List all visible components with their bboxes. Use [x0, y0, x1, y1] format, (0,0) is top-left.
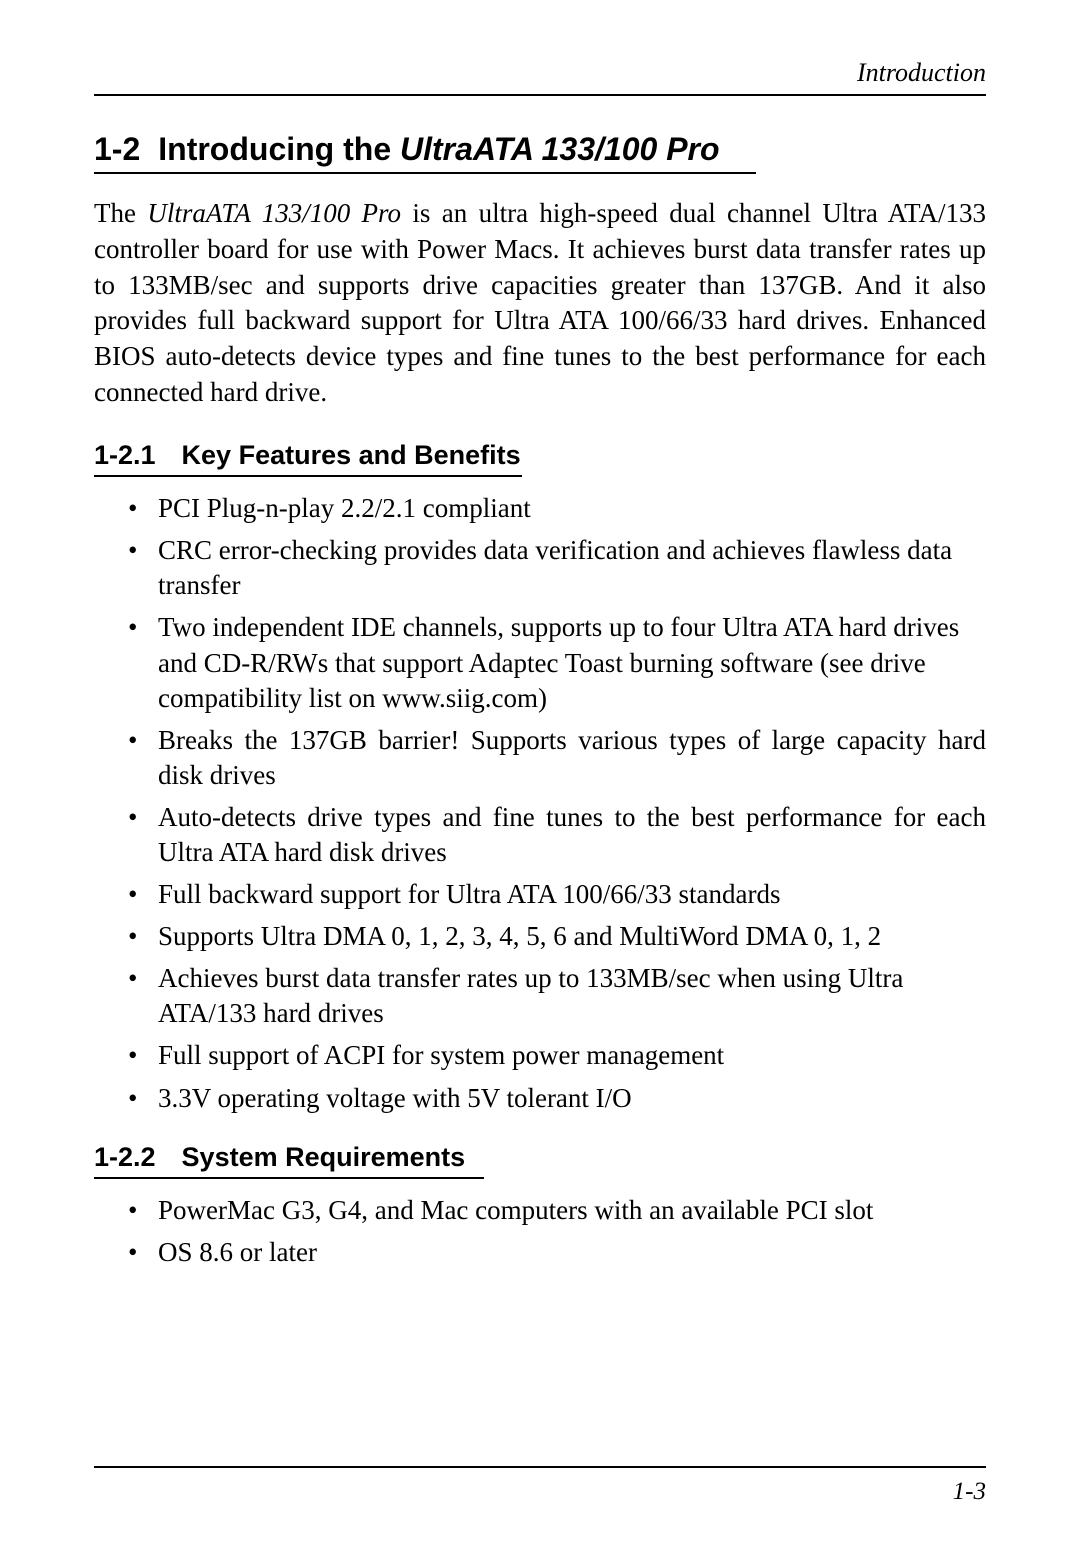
list-item: Achieves burst data transfer rates up to…: [128, 961, 986, 1031]
subheading-2-block: 1-2.2 System Requirements: [94, 1142, 986, 1179]
list-item: Full backward support for Ultra ATA 100/…: [128, 877, 986, 912]
subheading-1-title: Key Features and Benefits: [182, 440, 521, 470]
list-item: OS 8.6 or later: [128, 1235, 986, 1270]
intro-rest: is an ultra high-speed dual channel Ultr…: [94, 198, 986, 406]
list-item: Breaks the 137GB barrier! Supports vario…: [128, 723, 986, 793]
list-item: Supports Ultra DMA 0, 1, 2, 3, 4, 5, 6 a…: [128, 919, 986, 954]
intro-product: UltraATA 133/100 Pro: [147, 198, 412, 228]
requirements-list: PowerMac G3, G4, and Mac computers with …: [94, 1193, 986, 1270]
subheading-1-block: 1-2.1 Key Features and Benefits: [94, 440, 986, 477]
section-number: 1-2: [94, 131, 140, 167]
section-title-italic: UltraATA 133/100 Pro: [400, 131, 720, 167]
page-number: 1-3: [953, 1478, 986, 1506]
list-item: Two independent IDE channels, supports u…: [128, 610, 986, 715]
section-heading-block: 1-2 Introducing the UltraATA 133/100 Pro: [94, 130, 986, 174]
section-title-plain: Introducing the: [158, 131, 400, 167]
list-item: Auto-detects drive types and fine tunes …: [128, 800, 986, 870]
section-heading-rule: [94, 172, 756, 174]
subheading-1-rule: [94, 475, 522, 477]
running-head: Introduction: [94, 58, 986, 88]
list-item: 3.3V operating voltage with 5V tolerant …: [128, 1081, 986, 1116]
bottom-rule: [94, 1466, 986, 1468]
intro-lead: The: [94, 198, 147, 228]
list-item: PCI Plug-n-play 2.2/2.1 compliant: [128, 491, 986, 526]
document-page: Introduction 1-2 Introducing the UltraATA…: [0, 0, 1080, 1542]
subheading-1: 1-2.1 Key Features and Benefits: [94, 440, 986, 471]
list-item: CRC error-checking provides data verific…: [128, 533, 986, 603]
subheading-2-rule: [94, 1177, 484, 1179]
list-item: PowerMac G3, G4, and Mac computers with …: [128, 1193, 986, 1228]
subheading-2-title: System Requirements: [182, 1142, 466, 1172]
subheading-2: 1-2.2 System Requirements: [94, 1142, 986, 1173]
subheading-1-number: 1-2.1: [94, 440, 156, 470]
intro-paragraph: The UltraATA 133/100 Pro is an ultra hig…: [94, 196, 986, 410]
section-heading: 1-2 Introducing the UltraATA 133/100 Pro: [94, 130, 986, 168]
list-item: Full support of ACPI for system power ma…: [128, 1038, 986, 1073]
features-list: PCI Plug-n-play 2.2/2.1 compliant CRC err…: [94, 491, 986, 1116]
subheading-2-number: 1-2.2: [94, 1142, 156, 1172]
top-rule: [94, 94, 986, 96]
